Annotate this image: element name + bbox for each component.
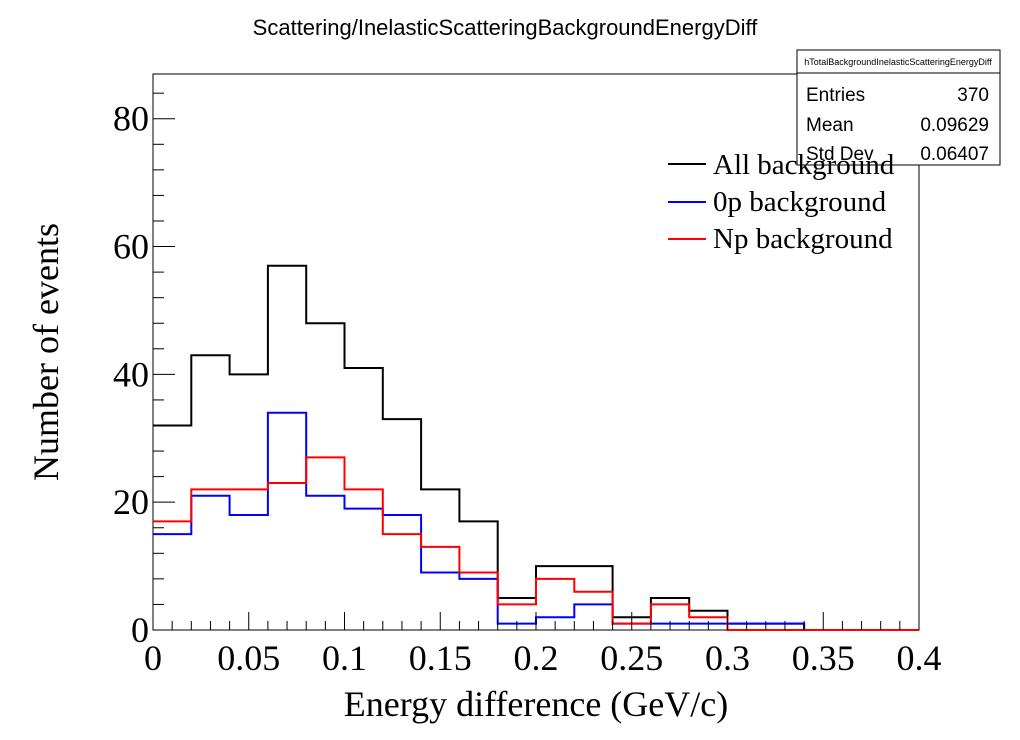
legend-label-all: All background — [713, 149, 895, 181]
stats-mean-value: 0.09629 — [920, 115, 989, 136]
x-tick-label: 0.05 — [217, 638, 280, 678]
y-tick-label: 80 — [113, 99, 149, 139]
series-layer — [153, 266, 919, 630]
x-tick-label: 0.35 — [792, 638, 855, 678]
stats-entries-label: Entries — [806, 85, 865, 106]
stats-box: hTotalBackgroundInelasticScatteringEnerg… — [797, 50, 1000, 165]
x-tick-label: 0.1 — [322, 638, 367, 678]
stats-entries-value: 370 — [957, 85, 989, 106]
y-tick-label: 40 — [113, 354, 149, 394]
y-tick-label: 60 — [113, 227, 149, 267]
legend-label-0p: 0p background — [713, 186, 887, 218]
stats-box-title: hTotalBackgroundInelasticScatteringEnerg… — [804, 57, 992, 67]
legend: All background 0p background Np backgrou… — [668, 149, 895, 255]
x-tick-label: 0.2 — [514, 638, 559, 678]
y-tick-label: 0 — [131, 610, 149, 650]
x-tick-label: 0.15 — [409, 638, 472, 678]
series-line-2 — [153, 457, 919, 630]
stats-mean-label: Mean — [806, 115, 854, 136]
chart-title: Scattering/InelasticScatteringBackground… — [253, 15, 759, 40]
x-axis-label: Energy difference (GeV/c) — [344, 684, 728, 724]
y-tick-label: 20 — [113, 482, 149, 522]
stats-stddev-value: 0.06407 — [920, 144, 989, 165]
y-axis-label: Number of events — [26, 223, 66, 481]
x-tick-label: 0.25 — [600, 638, 663, 678]
legend-label-np: Np background — [713, 223, 893, 255]
x-tick-label: 0.3 — [705, 638, 750, 678]
x-tick-label: 0.4 — [897, 638, 942, 678]
